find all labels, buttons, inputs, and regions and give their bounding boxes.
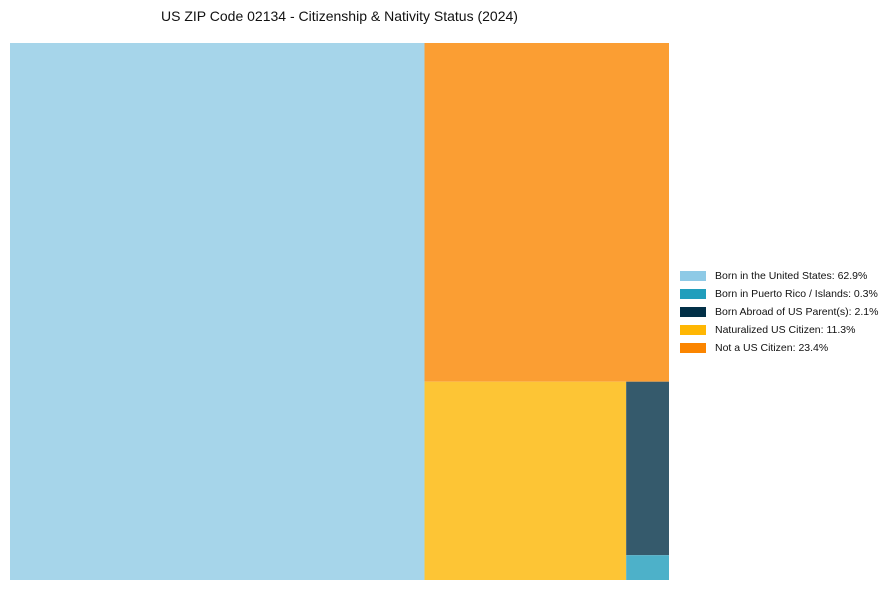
legend-label-naturalized: Naturalized US Citizen: 11.3%	[715, 324, 856, 336]
legend-swatch-puerto-rico	[680, 289, 706, 299]
treemap-rect-puerto-rico	[626, 555, 669, 580]
legend-swatch-naturalized	[680, 325, 706, 335]
legend-item-born-abroad: Born Abroad of US Parent(s): 2.1%	[680, 303, 885, 321]
legend-item-not-citizen: Not a US Citizen: 23.4%	[680, 339, 885, 357]
legend-label-puerto-rico: Born in Puerto Rico / Islands: 0.3%	[715, 288, 878, 300]
legend-swatch-born-abroad	[680, 307, 706, 317]
legend-item-naturalized: Naturalized US Citizen: 11.3%	[680, 321, 885, 339]
treemap-plot	[10, 43, 669, 580]
treemap-rect-not-citizen	[424, 43, 669, 382]
legend-label-born-us: Born in the United States: 62.9%	[715, 270, 868, 282]
legend-label-not-citizen: Not a US Citizen: 23.4%	[715, 342, 829, 354]
legend-swatch-not-citizen	[680, 343, 706, 353]
treemap-rect-born-abroad	[626, 381, 669, 556]
treemap-rect-naturalized	[424, 381, 627, 580]
legend-label-born-abroad: Born Abroad of US Parent(s): 2.1%	[715, 306, 879, 318]
legend: Born in the United States: 62.9% Born in…	[680, 267, 885, 357]
legend-item-born-us: Born in the United States: 62.9%	[680, 267, 885, 285]
treemap-svg	[10, 43, 669, 580]
treemap-rect-born-us	[10, 43, 425, 580]
legend-item-puerto-rico: Born in Puerto Rico / Islands: 0.3%	[680, 285, 885, 303]
chart-title: US ZIP Code 02134 - Citizenship & Nativi…	[161, 8, 518, 24]
legend-swatch-born-us	[680, 271, 706, 281]
